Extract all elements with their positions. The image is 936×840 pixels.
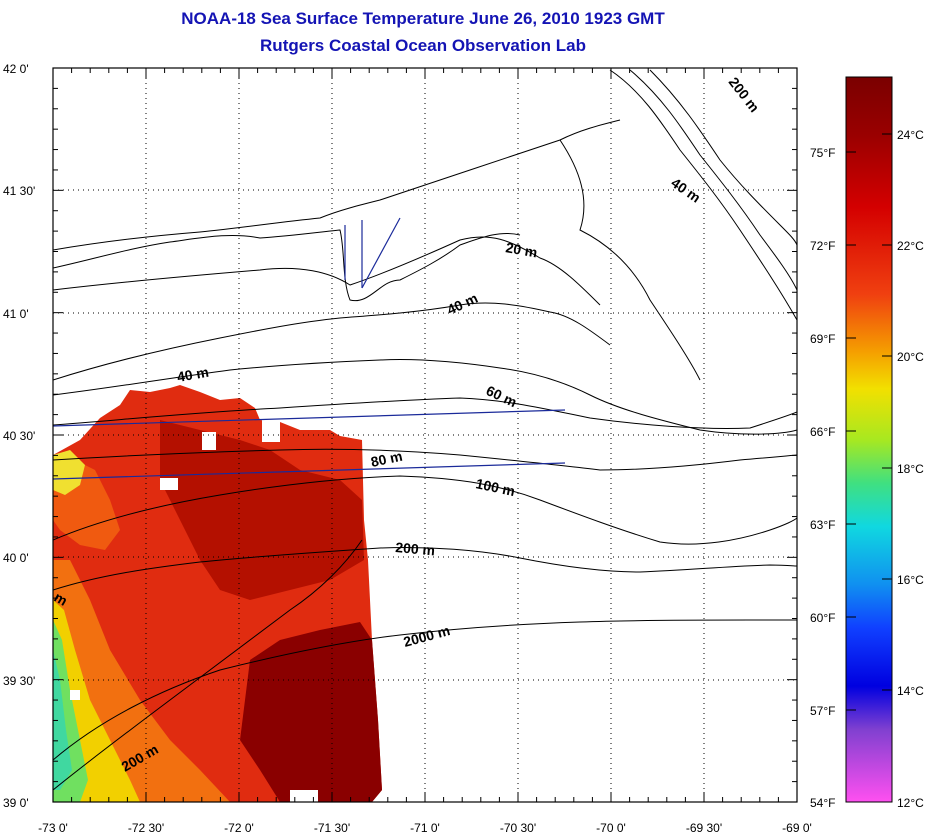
colorbar-f-label: 72°F — [810, 239, 835, 253]
colorbar-scale — [845, 76, 893, 803]
x-tick-label: -70 0' — [596, 821, 626, 835]
contour-label-60m: 60 m — [484, 382, 520, 410]
y-axis-labels: 42 0' 41 30' 41 0' 40 30' 40 0' 39 30' 3… — [3, 62, 35, 810]
cloud-gap — [262, 420, 280, 442]
coastline-long-island — [53, 229, 521, 302]
contour-label-100m: 100 m — [474, 475, 516, 499]
colorbar-f-label: 57°F — [810, 704, 835, 718]
colorbar-f-label: 75°F — [810, 146, 835, 160]
contour-40m-nearshore — [53, 302, 611, 381]
contour-100m — [53, 475, 797, 545]
sst-cool-strip — [53, 650, 72, 790]
sst-dark-red-band — [160, 420, 364, 600]
colorbar-c-label: 14°C — [897, 684, 924, 698]
colorbar-c-label: 20°C — [897, 350, 924, 364]
cloud-gap — [290, 790, 318, 802]
x-tick-label: -71 0' — [410, 821, 440, 835]
x-tick-label: -69 30' — [686, 821, 722, 835]
inlet-line — [361, 217, 401, 289]
map-subtitle: Rutgers Coastal Ocean Observation Lab — [260, 36, 586, 55]
contour-label-80m: 80 m — [369, 448, 404, 470]
sst-hot-core — [240, 622, 382, 802]
x-tick-label: -72 30' — [128, 821, 164, 835]
colorbar-ticks — [846, 133, 892, 711]
y-tick-label: 41 30' — [3, 184, 35, 198]
sst-data-layer — [53, 385, 382, 802]
x-tick-label: -72 0' — [224, 821, 254, 835]
y-tick-label: 39 30' — [3, 674, 35, 688]
contour-200m-lower — [53, 539, 363, 791]
coastline-connecticut — [53, 119, 621, 251]
contour-northeast-shelf-3 — [649, 69, 797, 246]
contour-label-20m: 20 m — [504, 239, 538, 260]
contour-label-200m-ne: 200 m — [726, 74, 763, 115]
overlay-lines — [53, 217, 566, 480]
transect-line — [53, 462, 566, 480]
contour-label-2000m: 2000 m — [402, 622, 452, 650]
contour-northeast-shelf — [609, 69, 797, 321]
contour-northeast-shelf-2 — [629, 69, 797, 291]
y-tick-label: 40 30' — [3, 429, 35, 443]
contour-label-200m: 200 m — [395, 539, 436, 558]
colorbar-c-label: 16°C — [897, 573, 924, 587]
contour-20m — [53, 236, 601, 306]
map-title: NOAA-18 Sea Surface Temperature June 26,… — [181, 9, 665, 28]
cloud-gap — [70, 690, 80, 700]
colorbar-c-label: 24°C — [897, 128, 924, 142]
colorbar-f-label: 54°F — [810, 796, 835, 810]
contour-label-40m-mid: 40 m — [445, 290, 481, 318]
y-tick-label: 40 0' — [3, 551, 29, 565]
x-tick-label: -71 30' — [314, 821, 350, 835]
x-axis-labels: -73 0' -72 30' -72 0' -71 30' -71 0' -70… — [38, 821, 812, 835]
sst-yellow-upper-left — [53, 450, 85, 495]
x-tick-label: -69 0' — [782, 821, 812, 835]
colorbar-f-label: 63°F — [810, 518, 835, 532]
contour-40m-offshore — [53, 358, 797, 435]
colorbar-f-label: 69°F — [810, 332, 835, 346]
contour-80m — [53, 448, 797, 471]
colorbar-f-label: 66°F — [810, 425, 835, 439]
x-tick-label: -70 30' — [500, 821, 536, 835]
contour-2000m — [53, 619, 797, 761]
y-tick-label: 39 0' — [3, 796, 29, 810]
y-tick-label: 41 0' — [3, 307, 29, 321]
contour-200m — [53, 546, 797, 591]
x-tick-label: -73 0' — [38, 821, 68, 835]
contour-60m — [53, 397, 797, 429]
colorbar-f-label: 60°F — [810, 611, 835, 625]
transect-line — [53, 409, 566, 427]
bathymetry-contours — [53, 69, 797, 791]
colorbar-c-label: 22°C — [897, 239, 924, 253]
colorbar-c-label: 12°C — [897, 796, 924, 810]
frame-ticks — [52, 67, 798, 803]
cloud-gap — [160, 478, 178, 490]
colorbar-c-label: 18°C — [897, 462, 924, 476]
y-tick-label: 42 0' — [3, 62, 29, 76]
graticule — [53, 68, 797, 802]
cloud-gap — [202, 432, 216, 450]
coastline-cape-cod — [559, 139, 701, 381]
colorbar: 75°F 72°F 69°F 66°F 63°F 60°F 57°F 54°F … — [810, 76, 924, 810]
contour-label-40m-west: 40 m — [176, 364, 210, 385]
